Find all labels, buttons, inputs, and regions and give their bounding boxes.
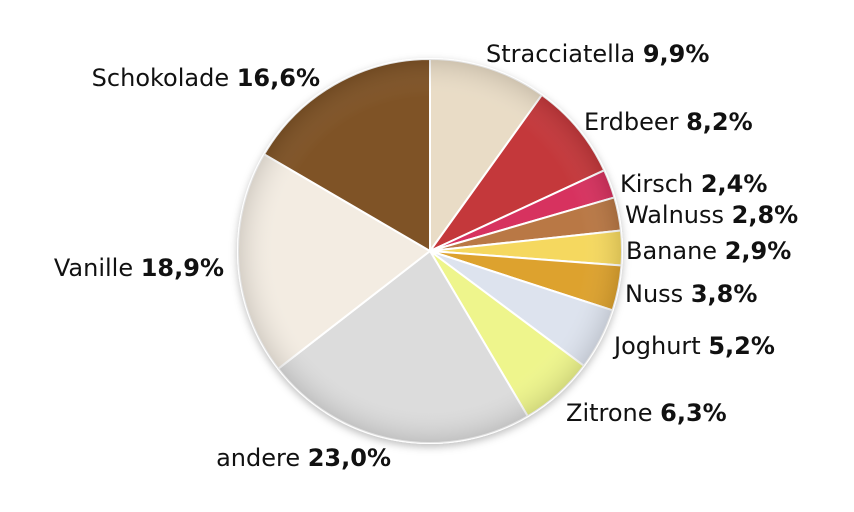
slice-label-andere: andere 23,0% [216, 444, 391, 472]
slice-label-percent: 5,2% [708, 332, 775, 360]
slice-label-zitrone: Zitrone 6,3% [566, 399, 727, 427]
slice-label-banane: Banane 2,9% [626, 237, 791, 265]
slice-label-schokolade: Schokolade 16,6% [92, 64, 320, 92]
slice-label-percent: 9,9% [643, 40, 710, 68]
slice-label-erdbeer: Erdbeer 8,2% [584, 108, 753, 136]
slice-label-percent: 2,9% [725, 237, 792, 265]
pie-shading [238, 59, 622, 443]
slice-label-walnuss: Walnuss 2,8% [625, 201, 798, 229]
slice-label-percent: 2,4% [701, 170, 768, 198]
slice-label-name: Joghurt [612, 332, 708, 360]
slice-label-name: Banane [626, 237, 725, 265]
slice-label-percent: 6,3% [660, 399, 727, 427]
slice-label-percent: 23,0% [308, 444, 391, 472]
slice-label-name: Schokolade [92, 64, 237, 92]
slice-label-nuss: Nuss 3,8% [625, 280, 757, 308]
slice-label-name: Nuss [625, 280, 691, 308]
slice-label-percent: 18,9% [141, 254, 224, 282]
slice-label-percent: 2,8% [732, 201, 799, 229]
slice-label-kirsch: Kirsch 2,4% [620, 170, 767, 198]
slice-label-vanille: Vanille 18,9% [54, 254, 224, 282]
slice-label-name: Erdbeer [584, 108, 686, 136]
slice-label-name: Stracciatella [486, 40, 643, 68]
slice-label-percent: 8,2% [686, 108, 753, 136]
slice-label-name: Vanille [54, 254, 141, 282]
slice-label-percent: 16,6% [237, 64, 320, 92]
slice-label-stracciatella: Stracciatella 9,9% [486, 40, 709, 68]
slice-label-name: andere [216, 444, 308, 472]
slice-label-percent: 3,8% [691, 280, 758, 308]
slice-label-name: Zitrone [566, 399, 660, 427]
slice-label-joghurt: Joghurt 5,2% [612, 332, 775, 360]
slice-label-name: Walnuss [625, 201, 732, 229]
slice-label-name: Kirsch [620, 170, 701, 198]
